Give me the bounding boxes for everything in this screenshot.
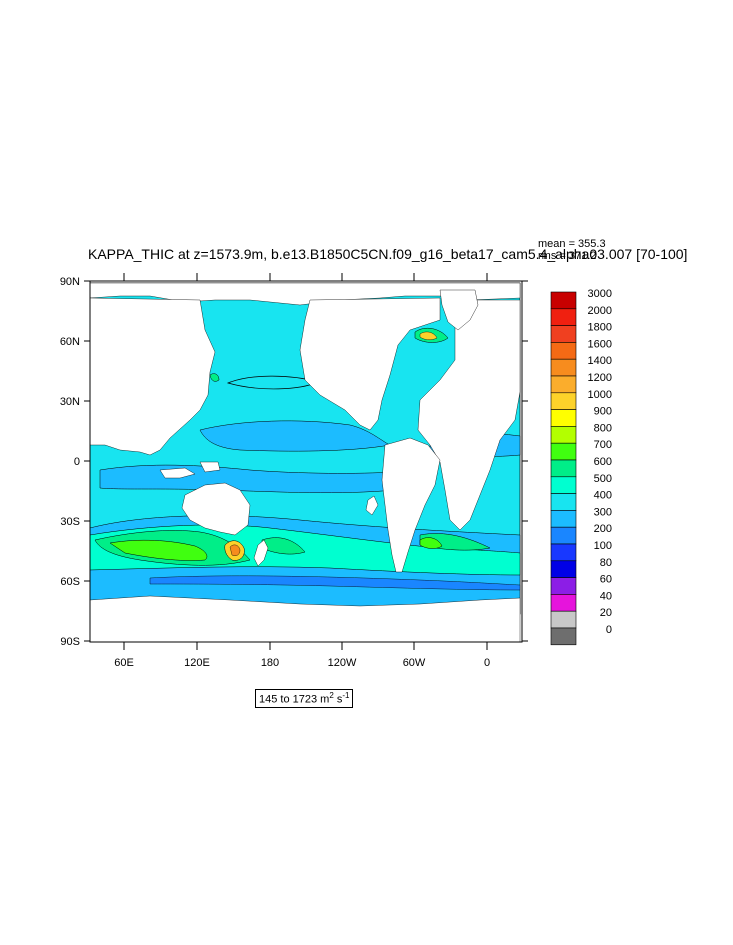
lon-label: 0 [484, 657, 490, 669]
colorbar-swatch [550, 442, 577, 461]
colorbar-swatch [550, 342, 577, 360]
plot-title: KAPPA_THIC at z=1573.9m, b.e13.B1850C5CN… [88, 246, 688, 262]
colorbar-label: 100 [594, 540, 612, 552]
range-label: 145 to 1723 m2 s-1 [255, 689, 354, 708]
colorbar-swatch [550, 610, 577, 629]
colorbar-swatch [550, 375, 577, 394]
colorbar-swatch [550, 426, 577, 444]
colorbar-swatch [550, 476, 577, 494]
colorbar-label: 800 [594, 422, 612, 434]
range-unit-sup2: -1 [342, 691, 350, 700]
colorbar-swatch [550, 308, 577, 326]
lat-labels: 90N 60N 30N 0 30S 60S 90S [60, 276, 80, 648]
colorbar-labels: 3000200018001600140012001000900800700600… [588, 288, 612, 636]
range-text: 145 to 1723 m [259, 693, 330, 706]
band-200-southern [149, 575, 521, 591]
colorbar-label: 600 [594, 456, 612, 468]
lon-label: 180 [261, 657, 279, 669]
colorbar-swatch [550, 291, 577, 310]
band-700-patch [109, 539, 208, 561]
lon-labels: 60E 120E 180 120W 60W 0 [114, 657, 490, 669]
colorbar-label: 700 [594, 439, 612, 451]
lon-label: 60E [114, 657, 134, 669]
colorbar-label: 1800 [588, 322, 612, 334]
lon-label: 120W [328, 657, 357, 669]
colorbar-swatch [550, 560, 577, 578]
colorbar-swatch [550, 409, 577, 427]
lat-ticks [84, 280, 528, 642]
colorbar [550, 291, 577, 646]
lat-label: 60S [60, 576, 80, 588]
colorbar-swatch [550, 493, 577, 511]
hotspot-brazil [419, 537, 443, 549]
colorbar-label: 500 [594, 473, 612, 485]
colorbar-label: 900 [594, 406, 612, 418]
lat-label: 30N [60, 396, 80, 408]
colorbar-swatch [550, 594, 577, 612]
colorbar-label: 40 [600, 590, 612, 602]
colorbar-swatch [550, 510, 577, 528]
lat-label: 90N [60, 276, 80, 288]
band-600-pacific-s [261, 537, 306, 555]
lon-label: 120E [184, 657, 210, 669]
colorbar-swatch [550, 543, 577, 562]
rms-stat: rms = 371.2 [538, 250, 597, 262]
colorbar-swatch [550, 627, 577, 646]
colorbar-swatch [550, 526, 577, 545]
lon-label: 60W [403, 657, 426, 669]
range-unit-mid: s [333, 693, 343, 706]
colorbar-swatch [550, 459, 577, 478]
colorbar-label: 400 [594, 490, 612, 502]
colorbar-swatch [550, 358, 577, 377]
colorbar-label: 0 [606, 624, 612, 636]
colorbar-swatch [550, 325, 577, 343]
colorbar-label: 1000 [588, 389, 612, 401]
lon-ticks [123, 273, 488, 650]
colorbar-label: 20 [600, 607, 612, 619]
colorbar-label: 1600 [588, 338, 612, 350]
colorbar-label: 80 [600, 557, 612, 569]
hotspot-labrador-core [419, 331, 438, 340]
lat-label: 90S [60, 636, 80, 648]
colorbar-label: 200 [594, 523, 612, 535]
ocean-field [90, 282, 521, 642]
colorbar-label: 300 [594, 506, 612, 518]
mean-stat: mean = 355.3 [538, 238, 606, 250]
colorbar-label: 3000 [588, 288, 612, 300]
colorbar-label: 2000 [588, 305, 612, 317]
colorbar-swatch [550, 392, 577, 410]
hotspot-tasman-core [229, 544, 241, 556]
lat-label: 0 [74, 456, 80, 468]
lat-label: 30S [60, 516, 80, 528]
land-masses [90, 282, 521, 642]
colorbar-label: 1200 [588, 372, 612, 384]
lat-label: 60N [60, 336, 80, 348]
colorbar-label: 60 [600, 574, 612, 586]
range-unit-sup1: 2 [329, 691, 334, 700]
hotspot-kuroshio [209, 373, 220, 382]
colorbar-label: 1400 [588, 355, 612, 367]
colorbar-swatch [550, 577, 577, 595]
